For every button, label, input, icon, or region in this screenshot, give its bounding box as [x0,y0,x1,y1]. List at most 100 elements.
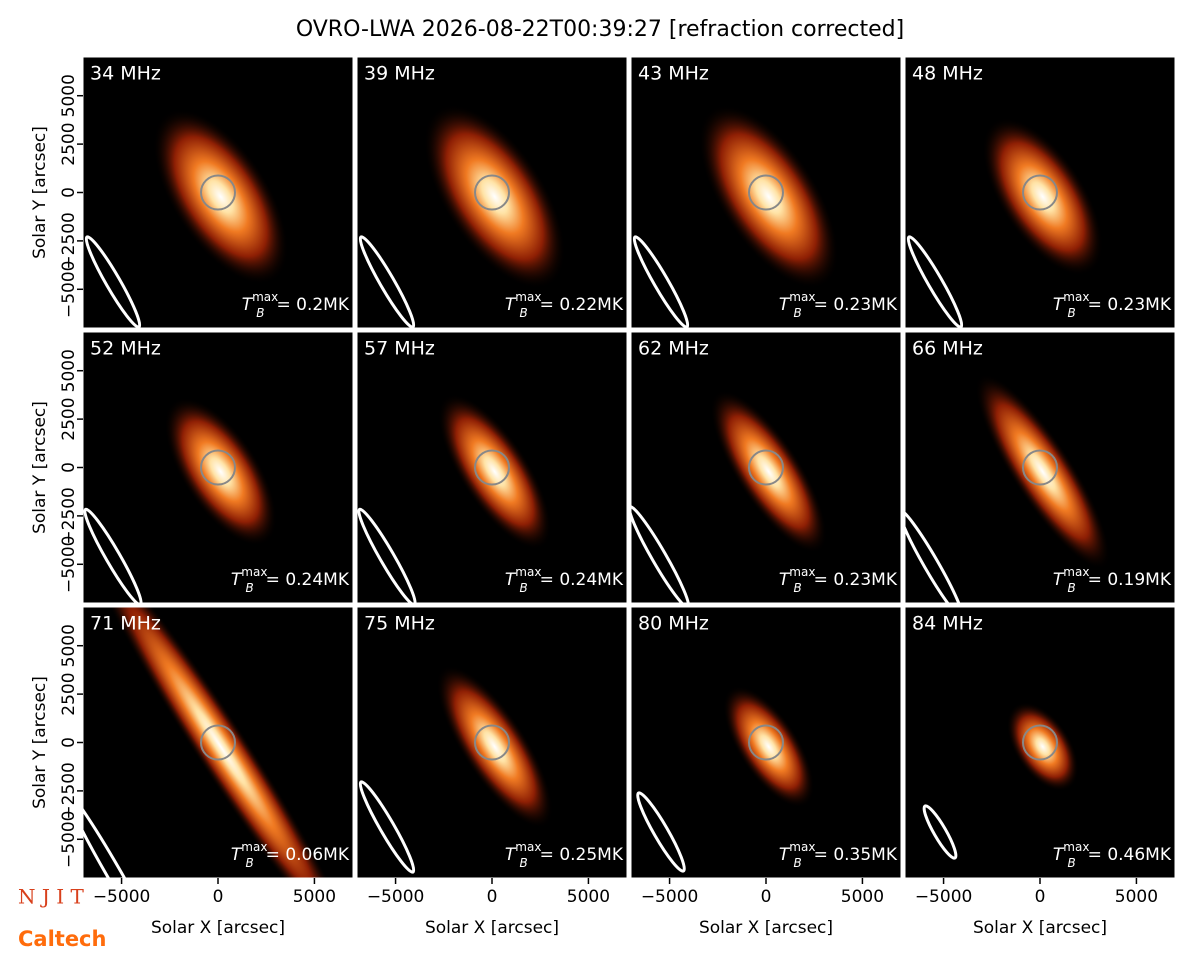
x-tick-label: −5000 [915,887,973,907]
beam [84,235,142,328]
tb-part: B [1067,306,1075,320]
panel: 52 MHz Tmax B = 0.24MK −5000−2500 0 2500 5000 So… [30,331,354,604]
panel: 39 MHz Tmax B = 0.22MK [356,56,628,329]
tb-part: max [241,565,267,579]
freq-label: 57 MHz [364,338,435,360]
x-tick-label: −5000 [367,887,425,907]
beam [632,235,690,328]
tb-part: T [242,295,254,315]
beam [636,791,686,873]
tb-part: = 0.35MK [814,845,898,865]
beam [905,508,965,603]
emission [436,665,554,829]
tb-part: T [1053,570,1065,590]
tb-max: Tmax B = 0.23MK [779,565,898,595]
panel: 80 MHz Tmax B = 0.35MK −5000 0 5000 Solar X [ar… [630,606,902,938]
panel-image [83,607,353,878]
tb-part: max [1063,565,1089,579]
tb-part: = 0.2MK [277,295,350,315]
panel-image [631,390,828,603]
panel-image [358,665,554,874]
y-tick-label: 2500 [59,397,79,440]
tb-part: T [505,845,517,865]
tb-part: max [515,840,541,854]
y-tick-label: 2500 [59,672,79,715]
x-axis-label: Solar X [arcsec] [425,918,559,938]
beam [83,788,163,878]
panel: 43 MHz Tmax B = 0.23MK [630,56,902,329]
tb-max: Tmax B = 0.24MK [505,565,624,595]
solar-disk [474,724,510,761]
tb-part: max [515,290,541,304]
tb-part: T [779,845,791,865]
tb-part: max [515,565,541,579]
solar-disk [1022,449,1058,486]
emission [710,390,828,554]
panel-frame [356,331,628,604]
emission [723,685,815,808]
tb-part: = 0.23MK [814,570,898,590]
freq-label: 75 MHz [364,613,435,635]
tb-part: B [1067,856,1075,870]
emission [975,373,1111,570]
solar-disk [748,174,784,211]
y-tick-label: −2500 [59,212,79,270]
tb-part: B [519,856,527,870]
panel-image [636,685,815,873]
tb-part: = 0.24MK [540,570,624,590]
y-tick-label: 2500 [59,122,79,165]
solar-disk [748,724,784,761]
tb-part: B [256,306,264,320]
beam [358,235,416,328]
tb-part: B [793,581,801,595]
tb-max: Tmax B = 0.24MK [231,565,350,595]
y-tick-label: −2500 [59,487,79,545]
y-tick-label: 0 [59,737,79,748]
tb-part: B [793,856,801,870]
freq-label: 80 MHz [638,613,709,635]
panel-image [83,397,277,603]
y-axis-label: Solar Y [arcsec] [30,401,50,534]
x-tick-label: 0 [487,887,498,907]
freq-label: 43 MHz [638,63,709,85]
emission [982,117,1104,276]
panel: 84 MHz Tmax B = 0.46MK −5000 0 5000 Solar X [ar… [904,606,1176,938]
tb-part: = 0.24MK [266,570,350,590]
y-tick-label: −2500 [59,762,79,820]
freq-label: 34 MHz [90,63,161,85]
tb-max: Tmax B = 0.46MK [1053,840,1172,870]
x-tick-label: 0 [213,887,224,907]
tb-part: T [505,570,517,590]
y-tick-label: 0 [59,187,79,198]
solar-disk [474,174,510,211]
y-tick-label: 0 [59,462,79,473]
tb-max: Tmax B = 0.06MK [231,840,350,870]
panel: 66 MHz Tmax B = 0.19MK [904,331,1176,604]
y-tick-label: 5000 [59,74,79,117]
tb-part: B [245,856,253,870]
panel-image [84,108,289,328]
y-axis-label: Solar Y [arcsec] [30,126,50,259]
tb-part: = 0.25MK [540,845,624,865]
panel-image [905,373,1111,603]
panel-frame [630,56,902,329]
logo-caltech: Caltech [18,927,106,951]
tb-part: max [1063,840,1089,854]
beam [358,780,416,874]
x-tick-label: 5000 [841,887,884,907]
tb-part: T [231,845,243,865]
solar-disk [1022,724,1058,761]
tb-part: max [252,290,278,304]
freq-label: 84 MHz [912,613,983,635]
tb-part: max [1063,290,1089,304]
panel-frame [356,56,628,329]
tb-part: max [789,290,815,304]
emission [438,393,552,550]
tb-part: B [519,581,527,595]
freq-label: 52 MHz [90,338,161,360]
panel: 48 MHz Tmax B = 0.23MK [904,56,1176,329]
solar-disk [474,449,510,486]
emission [88,607,353,878]
tb-part: = 0.19MK [1088,570,1172,590]
x-tick-label: 5000 [1115,887,1158,907]
